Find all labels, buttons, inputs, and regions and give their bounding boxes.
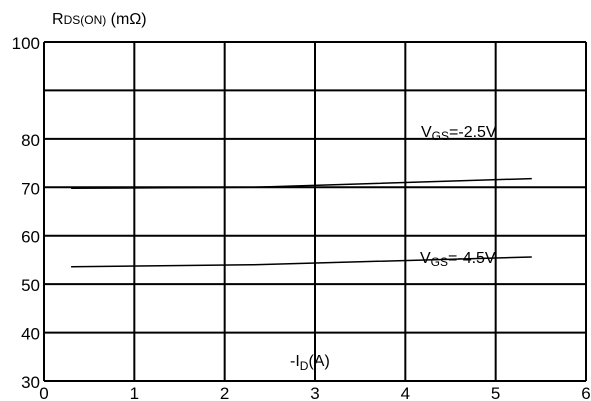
x-tick-label-2: 2: [220, 384, 229, 401]
x-tick-label-4: 4: [401, 384, 410, 401]
x-axis-label: -ID(A): [290, 353, 330, 373]
y-axis-label: RDS(ON) (mΩ): [52, 11, 147, 28]
series-label-vgs-2-5v: VGS=-2.5V: [421, 124, 497, 143]
y-tick-label-70: 70: [21, 179, 40, 198]
x-tick-label-0: 0: [39, 384, 48, 401]
y-tick-label-40: 40: [21, 325, 40, 344]
y-tick-label-60: 60: [21, 228, 40, 247]
y-tick-label-30: 30: [21, 373, 40, 392]
y-tick-label-50: 50: [21, 276, 40, 295]
y-tick-label-100: 100: [12, 34, 40, 53]
tick-labels: 0 1 2 3 4 5 6 30 40 50 60 70 80 100: [12, 34, 591, 401]
x-tick-label-6: 6: [581, 384, 590, 401]
x-tick-label-1: 1: [130, 384, 139, 401]
y-tick-label-80: 80: [21, 131, 40, 150]
series-line-0: [71, 177, 532, 190]
series-line-1: [71, 256, 532, 268]
x-tick-label-3: 3: [310, 384, 319, 401]
grid: [43, 41, 587, 382]
series-group: [71, 177, 532, 268]
x-tick-label-5: 5: [491, 384, 500, 401]
series-label-vgs-4-5v: VGS=-4.5V: [420, 250, 496, 269]
